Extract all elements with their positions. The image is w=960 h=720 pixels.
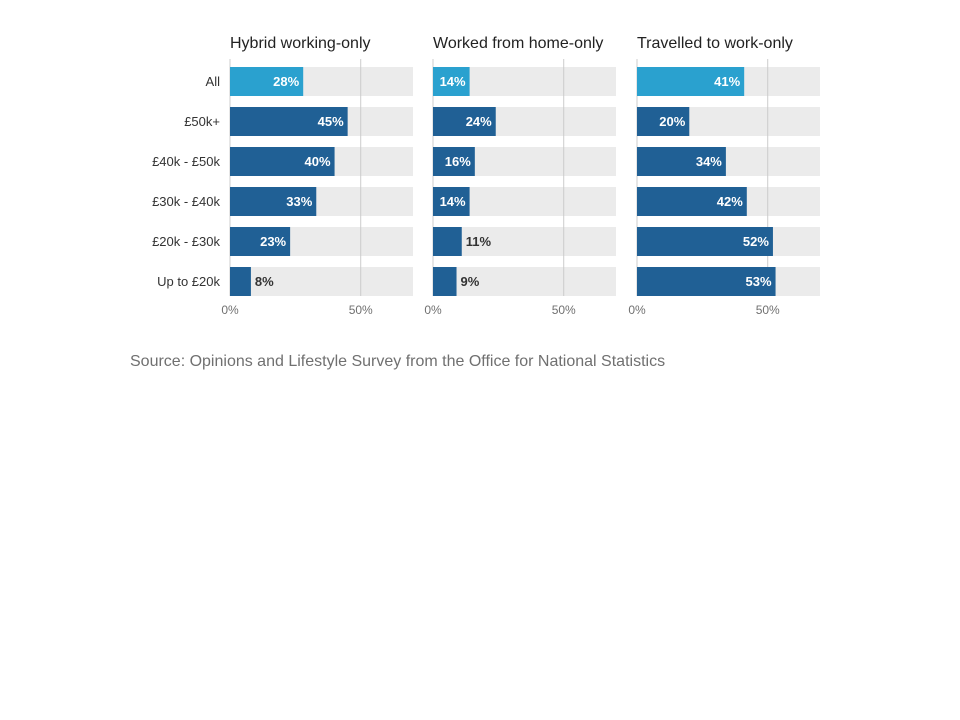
data-label: 52%: [743, 234, 769, 249]
panel-2: Worked from home-only 14% 24% 16% 14% 11% 9% 0%…: [424, 35, 616, 317]
tick-label: 50%: [756, 303, 780, 317]
bar: [637, 147, 726, 176]
panel-title: Travelled to work-only: [637, 35, 793, 52]
bar: [637, 187, 747, 216]
data-label: 11%: [466, 234, 492, 249]
tick-label: 0%: [424, 303, 442, 317]
tick-label: 50%: [552, 303, 576, 317]
data-label: 53%: [746, 274, 772, 289]
bar: [230, 107, 348, 136]
panel-title: Hybrid working-only: [230, 35, 371, 52]
data-label: 16%: [445, 154, 471, 169]
bar: [433, 67, 470, 96]
data-label: 14%: [440, 194, 466, 209]
data-label: 9%: [461, 274, 480, 289]
bar: [230, 67, 304, 96]
data-label: 28%: [273, 74, 299, 89]
bar: [637, 267, 776, 296]
bar: [637, 67, 745, 96]
bar: [433, 107, 496, 136]
category-labels: All £50k+ £40k - £50k £30k - £40k £20k - £30…: [152, 74, 220, 289]
bar: [230, 187, 317, 216]
data-label: 45%: [318, 114, 344, 129]
small-multiples-bar-chart: All £50k+ £40k - £50k £30k - £40k £20k - £30…: [152, 35, 820, 317]
data-label: 8%: [255, 274, 274, 289]
bar: [230, 267, 251, 296]
panel-3: Travelled to work-only 41% 20% 34% 42% 52% 53%…: [628, 35, 820, 317]
data-label: 20%: [659, 114, 685, 129]
bar-background: [433, 267, 616, 296]
bar: [433, 187, 470, 216]
tick-label: 0%: [628, 303, 646, 317]
bar: [637, 227, 773, 256]
category-label: £30k - £40k: [152, 194, 220, 209]
tick-label: 50%: [349, 303, 373, 317]
category-label: Up to £20k: [157, 274, 220, 289]
bar-background: [230, 267, 413, 296]
bar: [433, 147, 475, 176]
category-label: £50k+: [184, 114, 220, 129]
bar: [433, 267, 457, 296]
bar: [637, 107, 690, 136]
bar: [433, 227, 462, 256]
chart-panels: Hybrid working-only 28% 45% 40% 33% 23% 8% 0% 50…: [221, 35, 820, 317]
category-label: £20k - £30k: [152, 234, 220, 249]
tick-label: 0%: [221, 303, 239, 317]
category-label: £40k - £50k: [152, 154, 220, 169]
data-label: 40%: [305, 154, 331, 169]
bar: [230, 227, 291, 256]
bar-background: [433, 227, 616, 256]
data-label: 41%: [714, 74, 740, 89]
bar: [230, 147, 335, 176]
data-label: 24%: [466, 114, 492, 129]
data-label: 34%: [696, 154, 722, 169]
source-note: Source: Opinions and Lifestyle Survey fr…: [130, 353, 666, 370]
data-label: 14%: [440, 74, 466, 89]
panel-title: Worked from home-only: [433, 35, 603, 52]
data-label: 23%: [260, 234, 286, 249]
category-label: All: [206, 74, 221, 89]
panel-1: Hybrid working-only 28% 45% 40% 33% 23% 8% 0% 50…: [221, 35, 413, 317]
data-label: 33%: [286, 194, 312, 209]
data-label: 42%: [717, 194, 743, 209]
